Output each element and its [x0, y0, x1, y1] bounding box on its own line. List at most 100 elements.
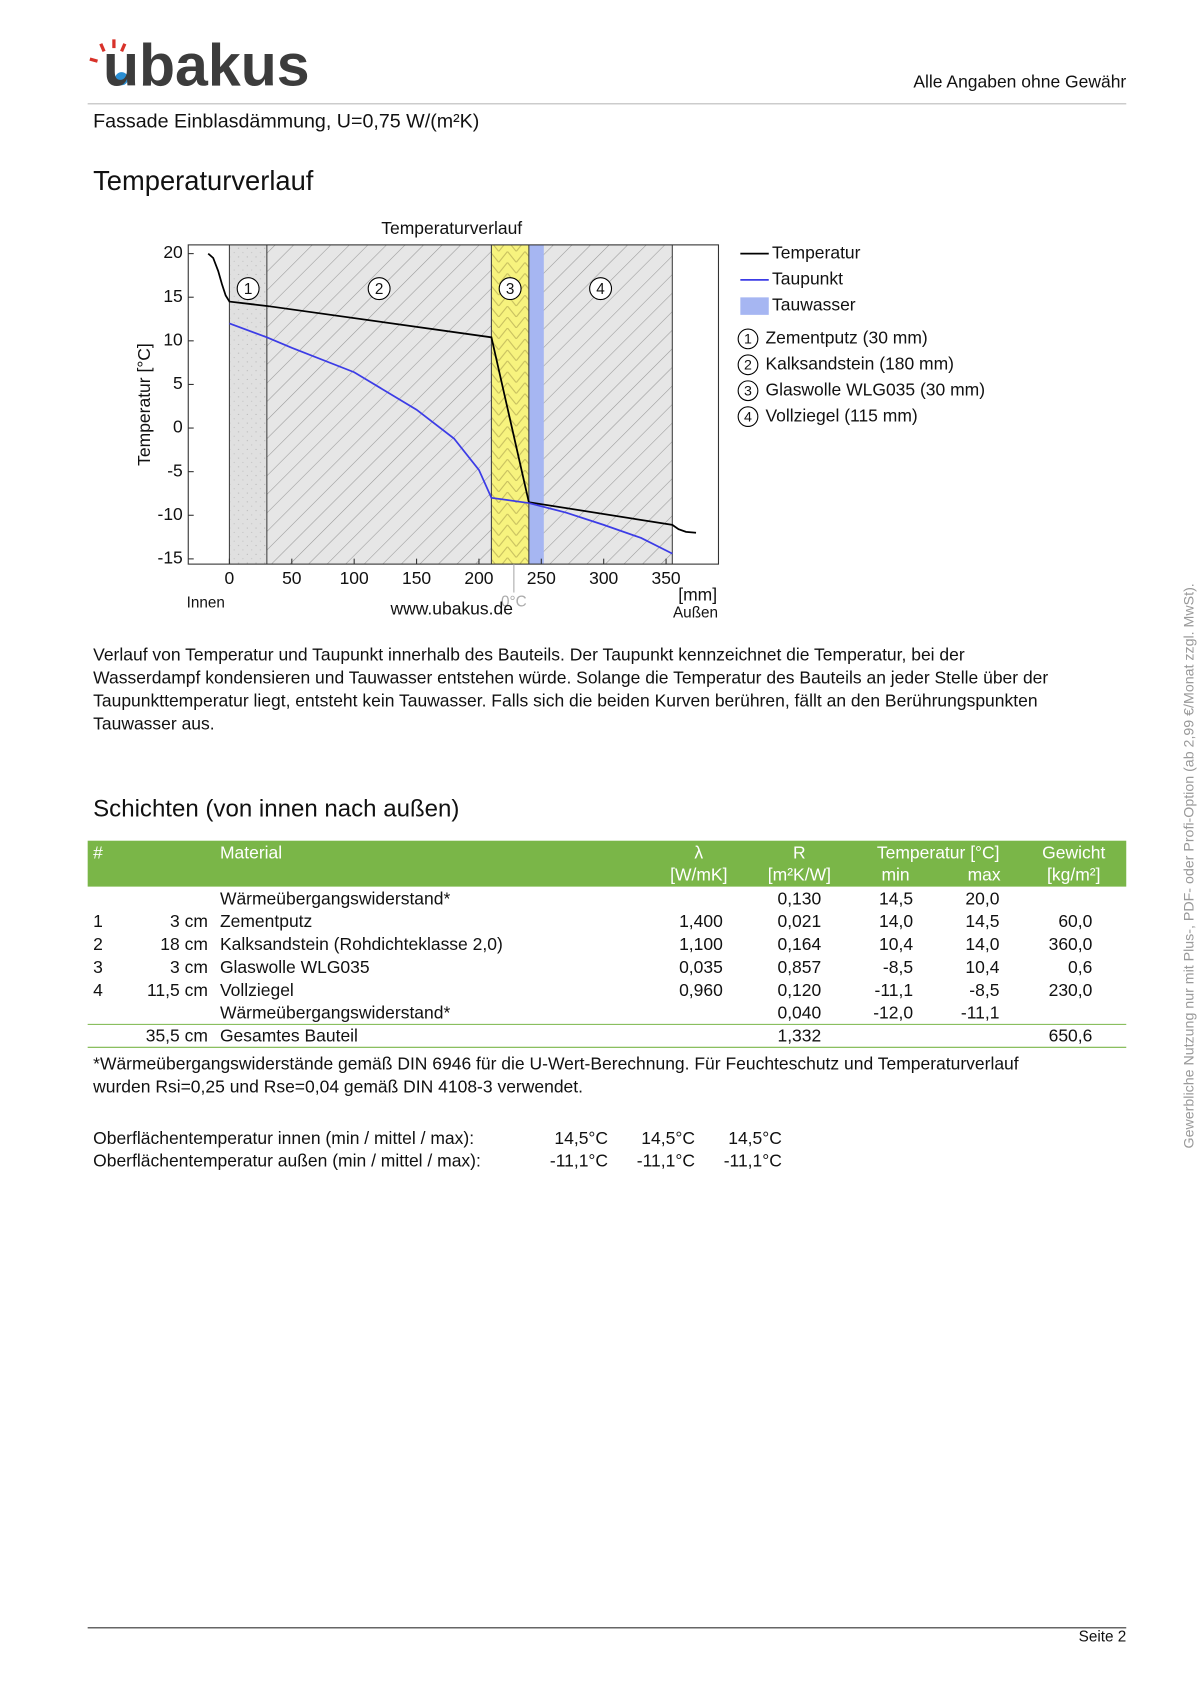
- side-note: Gewerbliche Nutzung nur mit Plus-, PDF- …: [1181, 583, 1197, 1148]
- table-header-band: [87, 840, 1127, 887]
- disclaimer: Alle Angaben ohne Gewähr: [913, 72, 1126, 92]
- footnote-line: wurden Rsi=0,25 und Rse=0,04 gemäß DIN 4…: [92, 1076, 583, 1096]
- table-header-cell: Gewicht: [1042, 842, 1105, 862]
- layers-title: Schichten (von innen nach außen): [93, 795, 459, 822]
- table-header-cell: Material: [220, 842, 282, 862]
- table-cell: 60,0: [1058, 911, 1092, 931]
- table-cell: 1,332: [777, 1025, 821, 1045]
- y-axis-label: Temperatur [°C]: [134, 343, 154, 466]
- section-title: Temperaturverlauf: [93, 165, 314, 196]
- table-cell: 0,857: [777, 957, 821, 977]
- table-cell: 14,5: [879, 888, 913, 908]
- y-tick-label: 10: [163, 329, 183, 349]
- table-cell: Gesamtes Bauteil: [220, 1025, 358, 1045]
- table-cell: Glaswolle WLG035: [220, 957, 370, 977]
- table-cell: 0,6: [1068, 957, 1092, 977]
- inner-label: Innen: [187, 595, 225, 612]
- y-tick-label: -15: [158, 548, 183, 568]
- chart: 1 1 Zementputz (30 mm) 2 2 Kalksandstein (180…: [158, 242, 986, 610]
- table-header-cell: Temperatur [°C]: [877, 842, 1000, 862]
- table-cell: -12,0: [873, 1003, 913, 1023]
- table-header-cell: [kg/m²]: [1047, 864, 1100, 884]
- table-cell: Vollziegel: [220, 980, 294, 1000]
- y-tick-label: 5: [173, 373, 183, 393]
- table-cell: 20,0: [965, 888, 999, 908]
- condensation-zone: [528, 244, 544, 565]
- page-number: Seite 2: [1079, 1629, 1127, 1646]
- surface-temp-value: 14,5°C: [728, 1128, 782, 1148]
- legend-label: Taupunkt: [772, 268, 843, 288]
- table-cell: 0,130: [777, 888, 821, 908]
- description-line: Wasserdampf kondensieren und Tauwasser e…: [93, 668, 1048, 688]
- layer-number: 2: [375, 281, 384, 298]
- table-cell: 14,0: [879, 911, 913, 931]
- table-cell: 10,4: [879, 934, 913, 954]
- legend-layer-name: Glaswolle WLG035 (30 mm): [765, 379, 985, 399]
- chart-title: Temperaturverlauf: [381, 218, 522, 238]
- legend-number: 3: [744, 384, 752, 400]
- legend-number: 2: [744, 358, 752, 374]
- surface-temp-value: -11,1°C: [637, 1151, 695, 1171]
- table-cell: -11,1: [875, 980, 914, 1000]
- table-header-cell: R: [793, 842, 806, 862]
- table-cell: 11,5 cm: [147, 980, 208, 1000]
- legend-layer-name: Kalksandstein (180 mm): [765, 353, 954, 373]
- table-cell: Zementputz: [220, 911, 312, 931]
- table-cell: 650,6: [1049, 1025, 1093, 1045]
- series-line: [207, 252, 697, 534]
- layer-number: 3: [506, 281, 515, 298]
- table-cell: 1: [93, 911, 103, 931]
- x-tick-label: 0: [225, 568, 235, 588]
- table-cell: 2: [93, 934, 103, 954]
- table-cell: 1,400: [679, 911, 723, 931]
- zero-marker-label: 0°C: [501, 593, 527, 610]
- table-cell: 35,5 cm: [146, 1025, 208, 1045]
- surface-temp-label: Oberflächentemperatur außen (min / mitte…: [93, 1151, 481, 1171]
- y-tick-label: 20: [163, 242, 183, 262]
- legend-label: Temperatur: [772, 242, 861, 262]
- table-cell: -11,1: [961, 1003, 1000, 1023]
- table-cell: Wärmeübergangswiderstand*: [220, 888, 451, 908]
- description-line: Taupunkttemperatur liegt, entsteht kein …: [93, 690, 1037, 710]
- layer-badge: [589, 277, 613, 301]
- layer-number: 4: [596, 281, 605, 298]
- table-cell: 0,021: [777, 911, 821, 931]
- legend-badge: [737, 380, 759, 402]
- x-tick-label: 250: [527, 568, 556, 588]
- table-cell: 3: [93, 957, 103, 977]
- legend-badge: [737, 406, 759, 428]
- table-cell: -8,5: [883, 957, 913, 977]
- table-cell: 1,100: [679, 934, 723, 954]
- table-header-cell: λ: [694, 842, 703, 862]
- table-cell: 10,4: [965, 957, 999, 977]
- layer-badge: [367, 277, 391, 301]
- surface-temp-label: Oberflächentemperatur innen (min / mitte…: [93, 1128, 474, 1148]
- table-cell: -8,5: [969, 980, 999, 1000]
- x-unit: [mm]: [678, 584, 717, 604]
- table-cell: 360,0: [1049, 934, 1093, 954]
- surface-temp-value: 14,5°C: [641, 1128, 695, 1148]
- layer-number: 1: [244, 281, 253, 298]
- table-header-cell: #: [93, 842, 103, 862]
- x-tick-label: 300: [589, 568, 618, 588]
- surface-temp-value: 14,5°C: [554, 1128, 608, 1148]
- legend-label: Tauwasser: [772, 295, 856, 315]
- subtitle: Fassade Einblasdämmung, U=0,75 W/(m²K): [93, 111, 479, 133]
- description-line: Verlauf von Temperatur und Taupunkt inne…: [93, 645, 965, 665]
- table-cell: 0,164: [777, 934, 821, 954]
- table-cell: Kalksandstein (Rohdichteklasse 2,0): [220, 934, 503, 954]
- table-cell: 0,960: [679, 980, 723, 1000]
- legend-number: 1: [744, 332, 752, 348]
- y-tick-label: -10: [158, 504, 184, 524]
- y-tick-label: 15: [163, 286, 182, 306]
- y-tick-label: 0: [173, 417, 183, 437]
- x-tick-label: 150: [402, 568, 431, 588]
- table-header-cell: [W/mK]: [670, 864, 727, 884]
- description-line: Tauwasser aus.: [93, 713, 214, 733]
- legend-layer-name: Vollziegel (115 mm): [765, 405, 917, 425]
- x-tick-label: 100: [340, 568, 369, 588]
- legend-number: 4: [744, 409, 752, 425]
- table-cell: 14,5: [965, 911, 999, 931]
